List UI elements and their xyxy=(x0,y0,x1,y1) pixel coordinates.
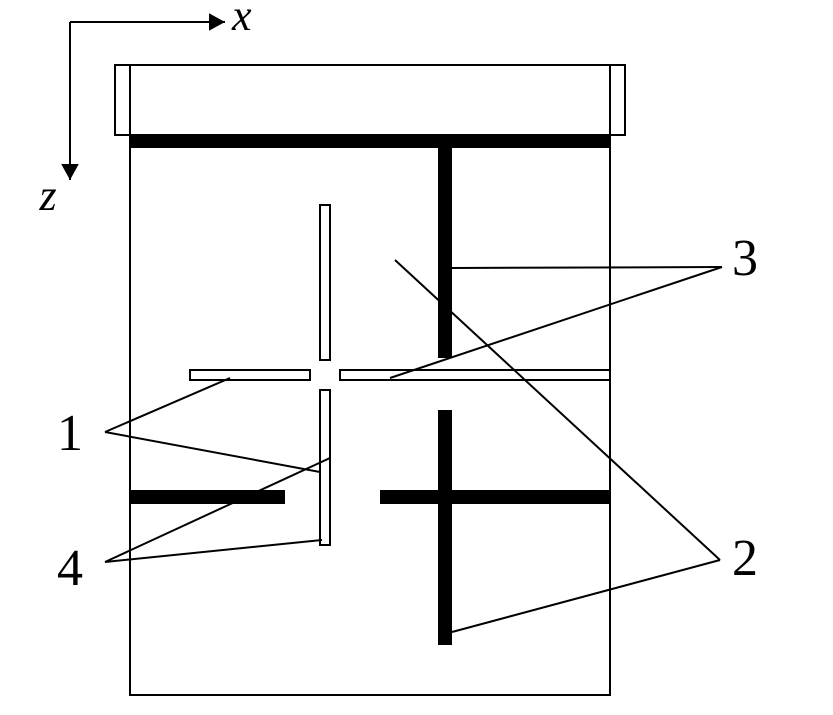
axis-z-label: z xyxy=(38,171,56,220)
leader-line-1 xyxy=(105,378,230,432)
leader-line-4 xyxy=(105,458,330,562)
callout-label-4: 4 xyxy=(57,540,83,597)
hollow-bar-vertical-upper xyxy=(320,205,330,360)
axis-x-label: x xyxy=(231,0,252,40)
callout-label-3: 3 xyxy=(732,230,758,287)
leader-line-1 xyxy=(105,432,320,472)
callout-label-1: 1 xyxy=(57,405,83,462)
device-top-cap xyxy=(115,65,625,135)
hollow-bar-horizontal-right xyxy=(340,370,610,380)
callout-label-2: 2 xyxy=(732,530,758,587)
axis-z-arrow-icon xyxy=(61,164,79,180)
leader-line-4 xyxy=(105,540,322,562)
axis-x-arrow-icon xyxy=(209,13,225,31)
hollow-bar-horizontal-left xyxy=(190,370,310,380)
leader-line-3 xyxy=(452,267,722,268)
leader-line-2 xyxy=(452,560,720,632)
hollow-bar-vertical-lower xyxy=(320,390,330,545)
